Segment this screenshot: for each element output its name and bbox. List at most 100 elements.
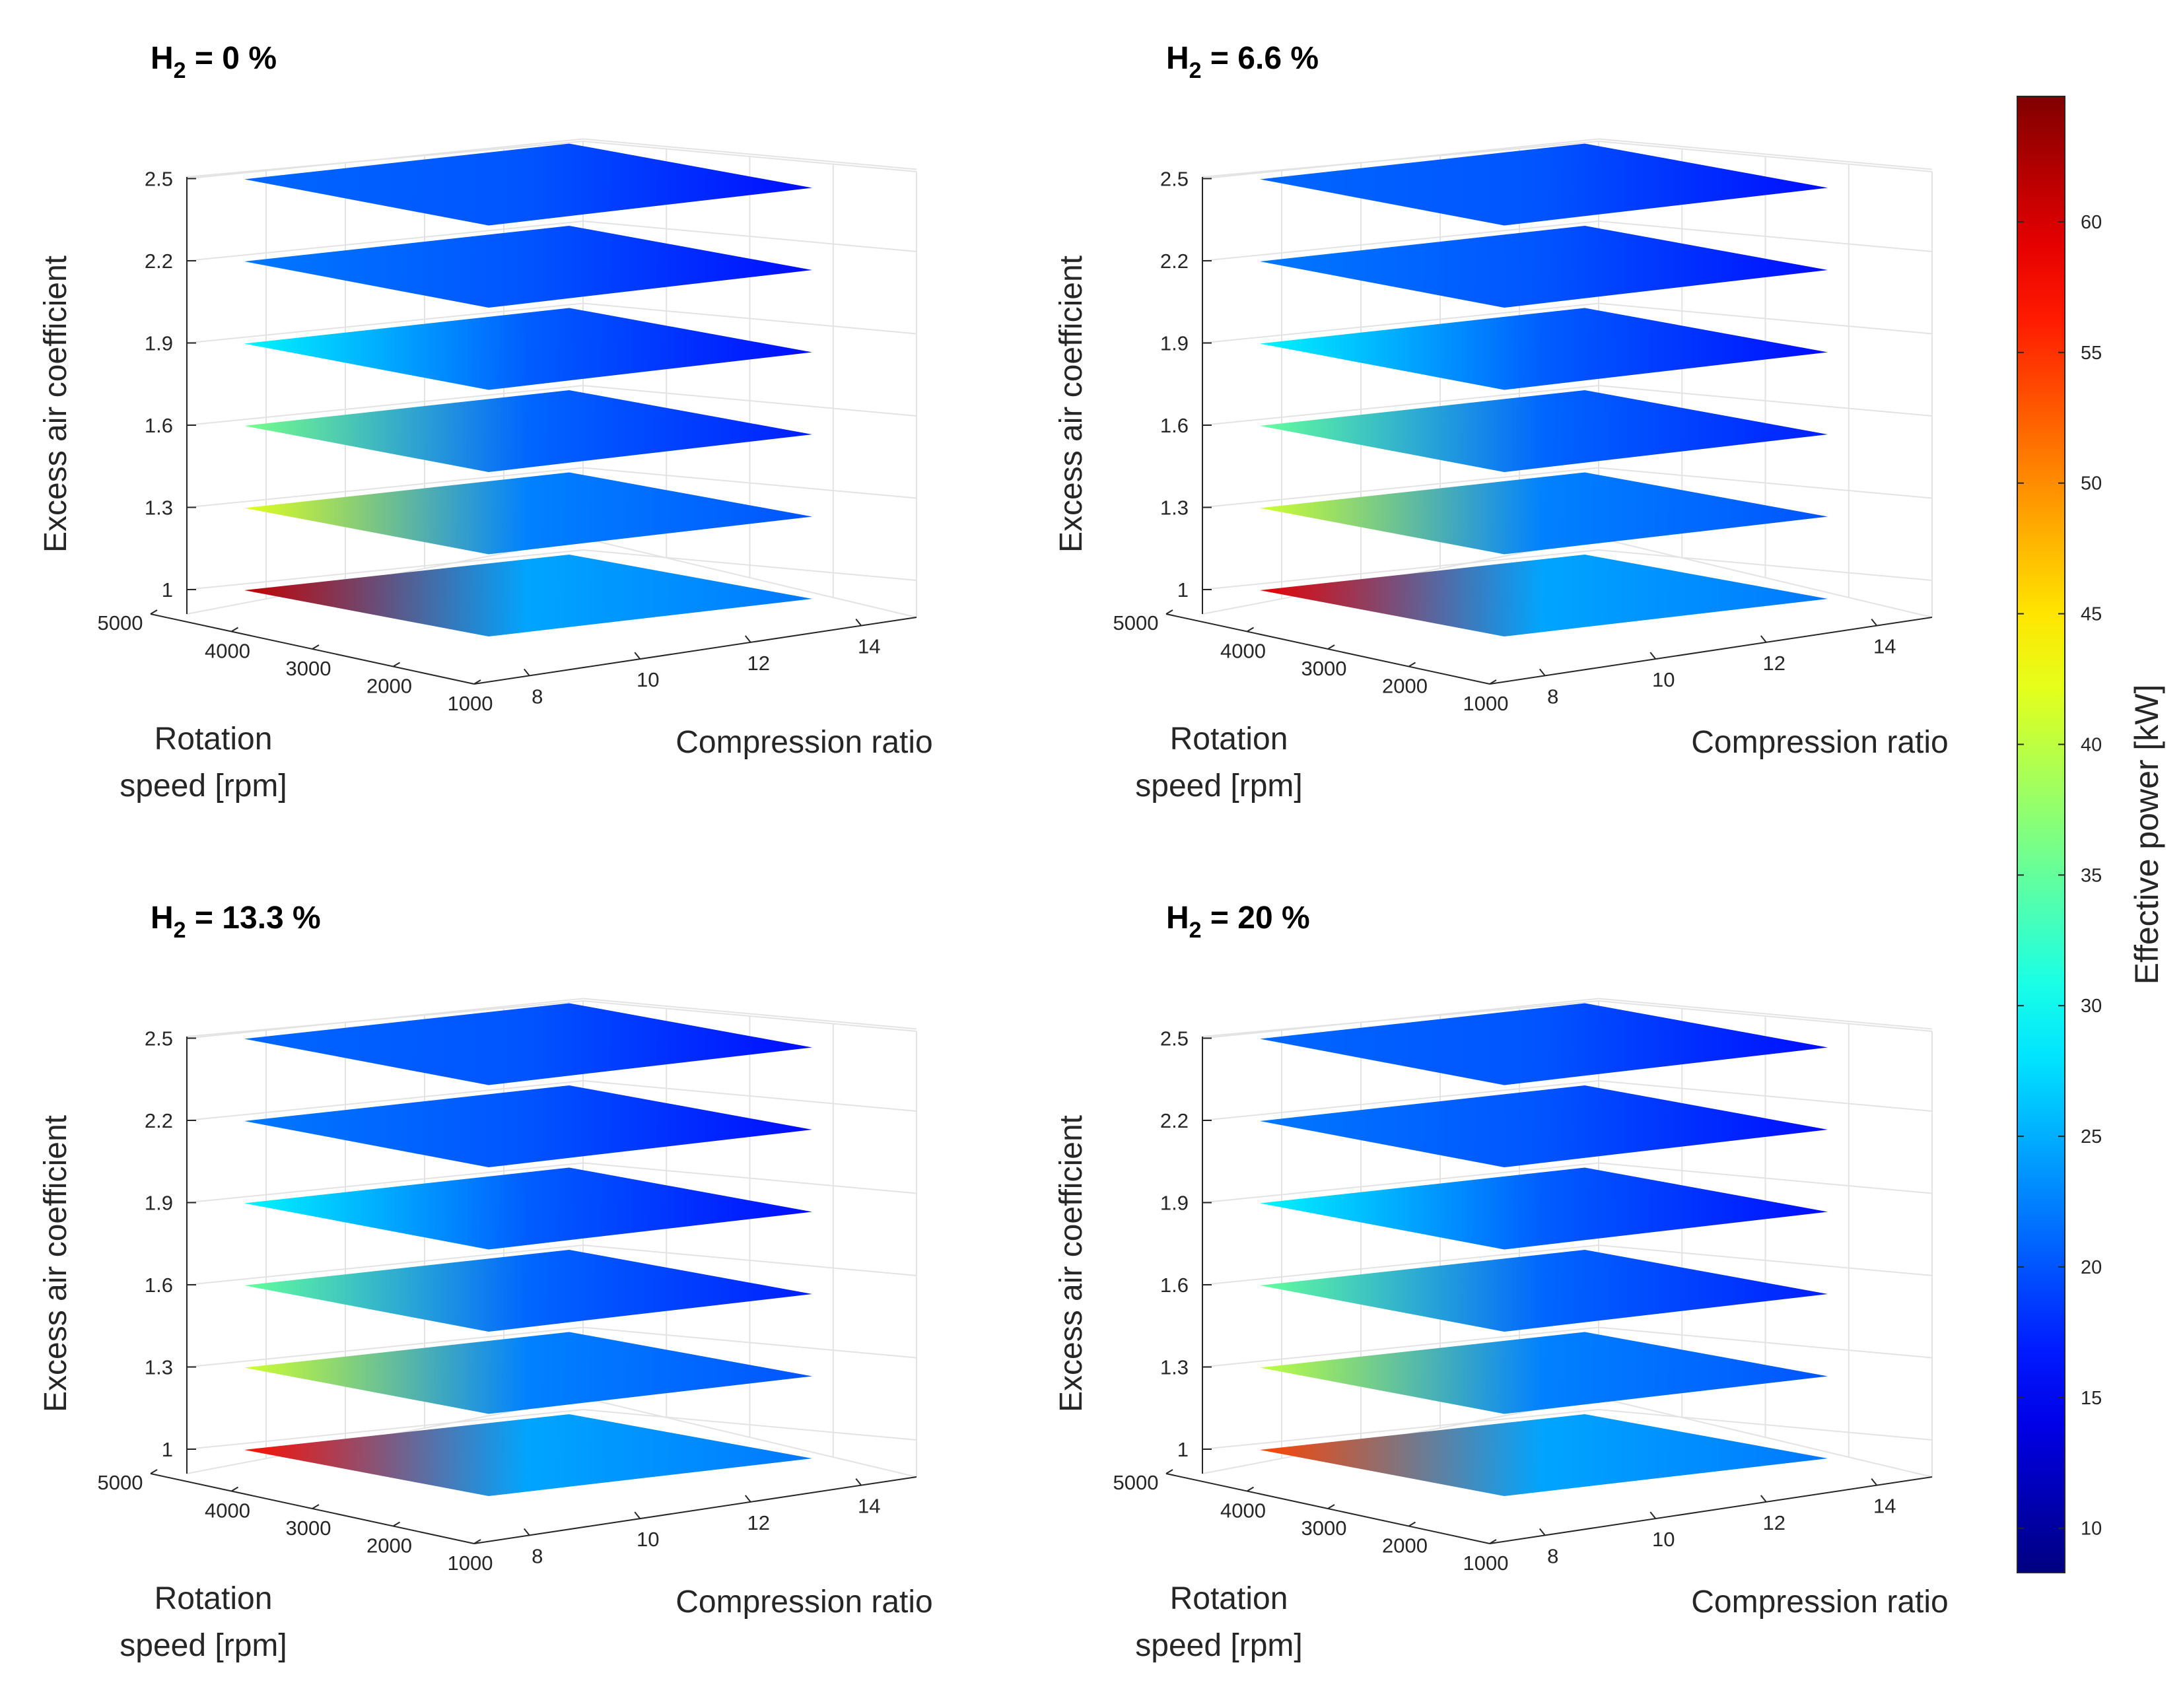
compression-tick: [1539, 1528, 1546, 1536]
colorbar-tick-label: 40: [2081, 734, 2102, 755]
rotation-axis-label-line2: speed [rpm]: [120, 769, 287, 803]
grid-line: [1598, 1080, 1933, 1112]
panel-title-suffix: = 0 %: [186, 41, 277, 76]
colorbar-tick-label: 20: [2081, 1257, 2102, 1278]
z-tick-label: 1.9: [145, 332, 173, 355]
z-axis-label: Excess air coefficient: [1054, 1115, 1089, 1412]
grid-line: [1202, 302, 1599, 344]
compression-axis-line: [473, 617, 917, 685]
z-tick-label: 2.5: [1160, 1027, 1189, 1050]
rotation-tick: [473, 679, 481, 685]
z-tick-label: 1: [1177, 578, 1189, 601]
rotation-tick-label: 5000: [98, 1471, 143, 1494]
rotation-axis-label-line2: speed [rpm]: [120, 1628, 287, 1663]
grid-line: [1202, 467, 1599, 508]
rotation-tick-label: 5000: [98, 611, 143, 634]
grid-line: [186, 1162, 584, 1204]
grid-line: [582, 1162, 917, 1194]
rotation-tick: [473, 1539, 481, 1544]
grid-line: [186, 1080, 584, 1121]
compression-tick: [523, 668, 530, 676]
rotation-tick-label: 5000: [1113, 1471, 1159, 1494]
grid-line: [582, 302, 917, 335]
surface-lambda-1_3: [1260, 472, 1828, 555]
colorbar: 10 15 20 25 30 35 40 45 50 55 60 Effective power [k…: [2017, 96, 2165, 1573]
z-axis-label: Excess air coefficient: [1054, 256, 1089, 553]
panel-title-prefix: H: [151, 41, 174, 76]
compression-tick-label: 8: [1547, 685, 1558, 708]
panel-title-subscript: 2: [1189, 918, 1202, 943]
compression-tick: [1871, 1478, 1878, 1486]
grid-line: [1202, 549, 1599, 590]
grid-line: [1598, 302, 1933, 335]
chart-panel-bottom-left: 2.5 2.2 1.9 1.6 1.3 1 5000 4000 3000 2000 1000 8 10 1…: [38, 901, 933, 1663]
rotation-tick: [150, 609, 158, 615]
colorbar-tick-label: 25: [2081, 1126, 2102, 1147]
compression-tick-label: 12: [1763, 1511, 1785, 1534]
rotation-tick-label: 3000: [1301, 1517, 1347, 1540]
compression-tick: [855, 619, 862, 627]
panel-title-suffix: = 6.6 %: [1202, 41, 1319, 76]
compression-tick: [744, 635, 751, 643]
grid-line: [1202, 1080, 1599, 1121]
compression-tick-label: 10: [637, 1528, 659, 1551]
z-tick-label: 1.6: [145, 1274, 173, 1297]
rotation-tick-label: 2000: [1382, 675, 1428, 698]
grid-line: [186, 138, 584, 180]
surface-lambda-1: [1260, 555, 1828, 636]
colorbar-scale: [2017, 96, 2065, 1573]
compression-tick: [634, 652, 641, 660]
compression-tick-label: 8: [1547, 1544, 1558, 1567]
grid-line: [186, 1245, 584, 1285]
rotation-tick-label: 2000: [366, 1534, 412, 1557]
grid-line: [1202, 221, 1599, 261]
z-axis-label: Excess air coefficient: [38, 1115, 73, 1412]
compression-tick: [523, 1528, 530, 1536]
grid-line: [1202, 1162, 1599, 1204]
z-tick-label: 1.9: [145, 1192, 173, 1215]
colorbar-tick-label: 35: [2081, 865, 2102, 886]
rotation-tick: [1408, 1521, 1416, 1527]
surface-lambda-1: [1260, 1414, 1828, 1496]
rotation-tick: [1246, 627, 1255, 632]
colorbar-tick-label: 45: [2081, 604, 2102, 625]
panel-title-prefix: H: [1166, 901, 1189, 936]
surface-lambda-1_6: [244, 1250, 812, 1332]
z-tick-label: 1.6: [1160, 1274, 1189, 1297]
z-axis-label: Excess air coefficient: [38, 256, 73, 553]
grid-line: [582, 1080, 917, 1112]
rotation-tick: [150, 1469, 158, 1474]
surface-lambda-2_2: [1260, 226, 1828, 308]
z-tick-label: 1.3: [1160, 1356, 1189, 1379]
chart-panel-top-left: 2.5 2.2 1.9 1.6 1.3 1 5000 4000 3000 2000 1000 8 10 1…: [38, 41, 933, 803]
rotation-tick: [1489, 1539, 1497, 1544]
compression-tick: [1871, 619, 1878, 627]
rotation-tick-label: 3000: [1301, 657, 1347, 680]
compression-tick-label: 12: [1763, 652, 1785, 675]
rotation-tick: [1489, 679, 1497, 685]
grid-line: [1598, 998, 1933, 1030]
grid-line: [186, 998, 584, 1039]
rotation-axis-label-line1: Rotation: [1170, 722, 1288, 757]
rotation-tick: [1165, 609, 1173, 615]
z-tick-label: 1: [162, 1438, 173, 1461]
colorbar-tick-label: 50: [2081, 473, 2102, 495]
z-tick-label: 1.3: [145, 1356, 173, 1379]
panel-title-subscript: 2: [174, 918, 186, 943]
grid-line: [186, 221, 584, 261]
colorbar-tick-label: 55: [2081, 343, 2102, 364]
grid-line: [582, 549, 917, 581]
compression-tick: [1760, 635, 1767, 643]
chart-panel-bottom-right: 2.5 2.2 1.9 1.6 1.3 1 5000 4000 3000 2000 1000 8 10 1…: [1054, 901, 1949, 1663]
grid-line: [186, 302, 584, 344]
grid-line: [1598, 549, 1933, 581]
compression-tick-label: 14: [858, 1495, 880, 1518]
rotation-tick-label: 1000: [1463, 692, 1509, 715]
rotation-tick: [1408, 662, 1416, 667]
rotation-tick-label: 4000: [1220, 1499, 1266, 1522]
compression-axis-label: Compression ratio: [676, 1585, 932, 1620]
rotation-tick-label: 1000: [1463, 1552, 1509, 1575]
surface-lambda-2_5: [244, 1003, 812, 1085]
panel-title: H2 = 6.6 %: [1166, 41, 1319, 83]
rotation-tick: [312, 1504, 320, 1509]
